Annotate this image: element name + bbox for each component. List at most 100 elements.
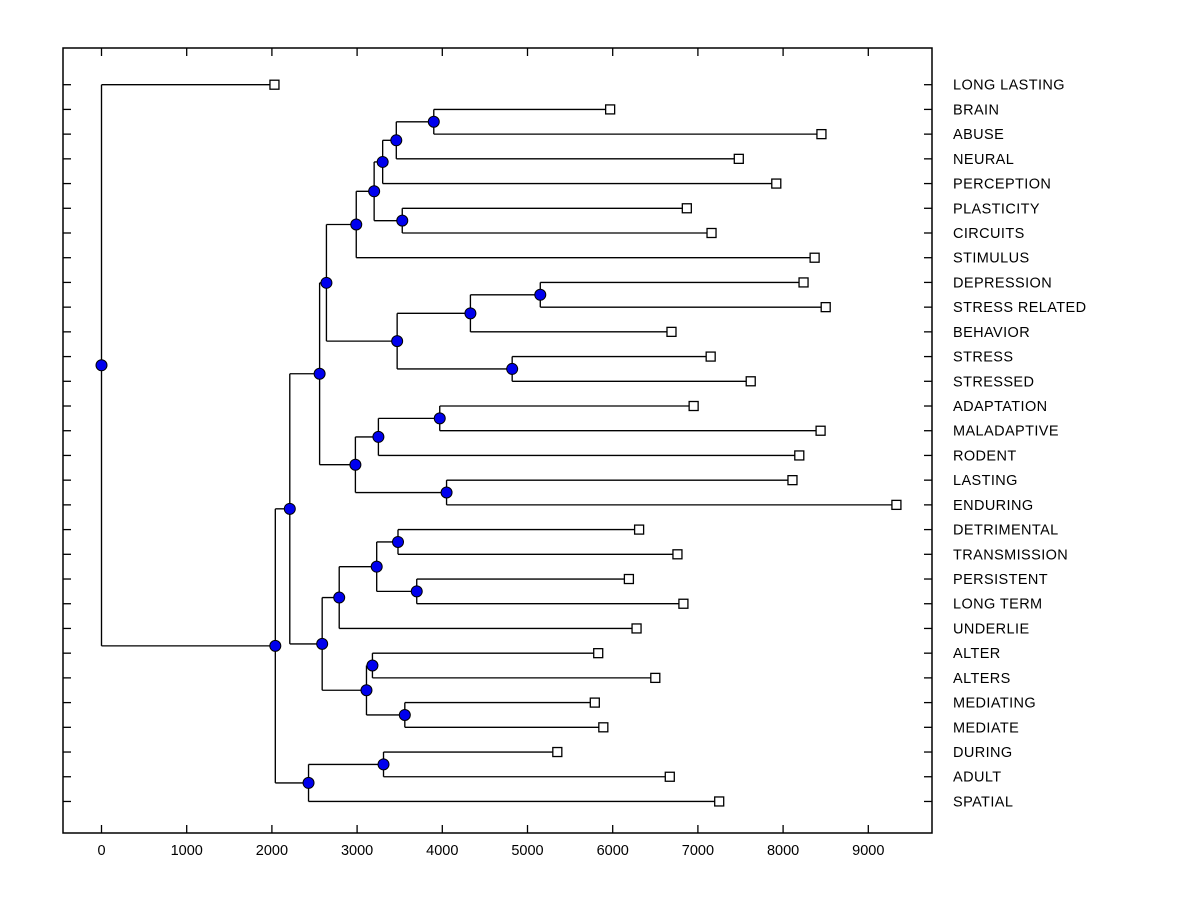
internal-node-marker[interactable] [410,585,423,598]
internal-node-marker[interactable] [316,637,329,650]
leaf-label: STRESS [953,350,1013,366]
leaf-node-marker[interactable] [664,771,675,782]
leaf-label: ALTERS [953,671,1011,687]
internal-node-marker[interactable] [349,458,362,471]
leaf-label: DEPRESSION [953,275,1052,291]
leaf-node-marker[interactable] [589,697,600,708]
internal-node-marker[interactable] [350,218,363,231]
leaf-label: ADAPTATION [953,399,1048,415]
internal-node-marker[interactable] [370,560,383,573]
leaf-node-marker[interactable] [794,450,805,461]
internal-node-marker[interactable] [95,359,108,372]
leaf-label: PLASTICITY [953,201,1040,217]
leaf-node-marker[interactable] [771,178,782,189]
leaf-node-marker[interactable] [688,400,699,412]
leaf-node-marker[interactable] [269,79,280,90]
leaf-node-marker[interactable] [633,524,645,535]
leaf-node-marker[interactable] [820,301,831,313]
leaf-node-marker[interactable] [678,598,689,609]
leaf-label: DETRIMENTAL [953,523,1059,539]
internal-node-marker[interactable] [333,591,346,604]
leaf-label: BEHAVIOR [953,325,1030,341]
leaf-label: ABUSE [953,127,1004,143]
leaf-label: MEDIATE [953,720,1019,736]
leaf-node-marker[interactable] [891,499,902,511]
x-axis-tick-label: 1000 [171,843,203,859]
leaf-label: CIRCUITS [953,226,1025,242]
leaf-node-marker[interactable] [745,376,756,387]
leaf-node-marker[interactable] [706,227,717,239]
x-axis-tick-label: 2000 [256,843,288,859]
internal-node-marker[interactable] [390,134,403,147]
leaf-node-marker[interactable] [650,672,661,684]
leaf-label: MALADAPTIVE [953,424,1059,440]
x-axis-tick-label: 8000 [767,843,799,859]
leaf-label: SPATIAL [953,794,1013,810]
leaf-node-marker[interactable] [809,252,820,263]
internal-node-marker[interactable] [464,307,477,320]
internal-node-marker[interactable] [398,708,411,721]
internal-node-marker[interactable] [320,276,333,289]
leaf-label: UNDERLIE [953,621,1030,637]
leaf-node-marker[interactable] [705,351,716,362]
leaf-label: STRESSED [953,374,1034,390]
leaf-node-marker[interactable] [787,475,798,486]
leaf-label: ADULT [953,770,1001,786]
internal-node-marker[interactable] [433,412,446,425]
x-axis-tick-label: 4000 [426,843,458,859]
leaf-node-marker[interactable] [714,796,725,807]
leaf-label: RODENT [953,448,1017,464]
internal-node-marker[interactable] [534,288,547,301]
internal-node-marker[interactable] [396,214,409,227]
internal-node-marker[interactable] [313,367,326,380]
leaf-label: STIMULUS [953,251,1030,267]
leaf-node-marker[interactable] [593,648,604,659]
leaf-node-marker[interactable] [623,573,635,585]
leaf-label: NEURAL [953,152,1014,168]
leaf-node-marker[interactable] [604,104,616,115]
internal-node-marker[interactable] [366,659,379,672]
leaf-node-marker[interactable] [798,277,809,288]
internal-node-marker[interactable] [283,502,296,515]
internal-node-marker[interactable] [360,684,373,697]
leaf-label: LONG LASTING [953,78,1065,94]
internal-node-marker[interactable] [391,535,404,548]
leaf-node-marker[interactable] [672,549,683,560]
leaf-node-marker[interactable] [816,128,827,140]
internal-node-marker[interactable] [440,486,453,499]
x-axis-tick-label: 9000 [852,843,884,859]
internal-node-marker[interactable] [377,758,390,771]
leaf-node-marker[interactable] [666,326,677,338]
leaf-label: TRANSMISSION [953,547,1068,563]
leaf-label: ALTER [953,646,1001,662]
x-axis-tick-label: 5000 [511,843,543,859]
leaf-node-marker[interactable] [815,425,826,436]
internal-node-marker[interactable] [506,362,519,375]
leaf-node-marker[interactable] [681,203,692,214]
leaf-label: LASTING [953,473,1018,489]
leaf-label: MEDIATING [953,696,1036,712]
leaf-label: PERCEPTION [953,177,1051,193]
x-axis-tick-label: 3000 [341,843,373,859]
leaf-label: ENDURING [953,498,1034,514]
axes-box [62,47,933,834]
internal-node-marker[interactable] [372,430,385,443]
leaf-label: PERSISTENT [953,572,1048,588]
internal-node-marker[interactable] [368,185,381,198]
x-axis-tick-label: 0 [97,843,105,859]
internal-node-marker[interactable] [391,335,404,348]
leaf-node-marker[interactable] [733,153,744,164]
x-axis-tick-label: 6000 [597,843,629,859]
leaf-label: LONG TERM [953,597,1043,613]
leaf-node-marker[interactable] [631,623,642,634]
leaf-label: DURING [953,745,1013,761]
leaf-label: BRAIN [953,102,999,118]
leaf-node-marker[interactable] [598,722,609,733]
internal-node-marker[interactable] [269,639,282,652]
leaf-node-marker[interactable] [552,746,563,758]
internal-node-marker[interactable] [427,115,440,128]
internal-node-marker[interactable] [376,155,389,168]
internal-node-marker[interactable] [302,776,315,789]
